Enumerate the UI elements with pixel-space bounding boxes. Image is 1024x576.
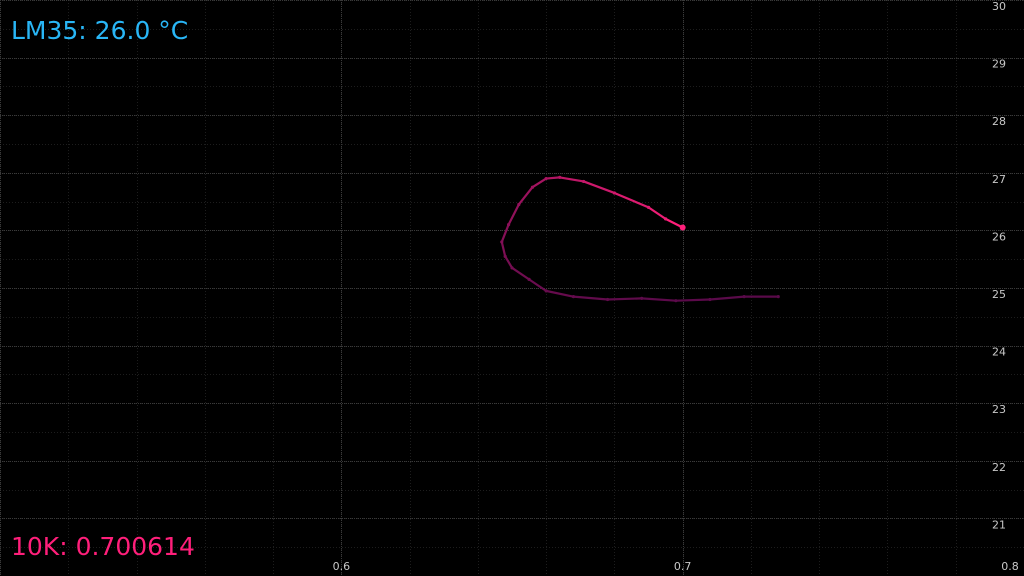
trace-point bbox=[674, 299, 678, 303]
trace-point bbox=[664, 217, 668, 221]
trace-point bbox=[544, 289, 548, 293]
trace-segment bbox=[500, 223, 510, 244]
trace-segment bbox=[558, 176, 585, 183]
trace-point bbox=[510, 266, 514, 270]
y-tick-label: 30 bbox=[992, 0, 1006, 13]
trace-segment bbox=[545, 176, 561, 180]
trace-segment bbox=[674, 298, 712, 302]
y-tick-label: 27 bbox=[992, 173, 1006, 186]
trace-point bbox=[646, 205, 651, 209]
trace-point bbox=[776, 295, 780, 299]
x-tick-label: 0.7 bbox=[674, 560, 692, 573]
trace-point bbox=[605, 297, 610, 302]
trace-segment bbox=[500, 240, 507, 258]
trace-segment bbox=[510, 266, 531, 281]
trace-segment bbox=[572, 295, 609, 301]
ntc-readout: 10K: 0.700614 bbox=[11, 532, 195, 561]
trace-segment bbox=[582, 180, 616, 195]
y-tick-label: 23 bbox=[992, 403, 1006, 416]
y-tick-label: 29 bbox=[992, 58, 1006, 71]
trace-segment bbox=[517, 186, 534, 206]
x-tick-label: 0.8 bbox=[1001, 560, 1019, 573]
trace-segment bbox=[527, 278, 548, 292]
trace-point bbox=[527, 277, 531, 281]
trace-segment bbox=[664, 217, 684, 229]
y-tick-label: 25 bbox=[992, 288, 1006, 301]
trace-point bbox=[582, 179, 586, 184]
y-tick-label: 24 bbox=[992, 346, 1006, 359]
trace-segment bbox=[507, 203, 520, 226]
trace-point bbox=[544, 176, 548, 181]
y-tick-label: 21 bbox=[992, 518, 1006, 531]
trace-point bbox=[679, 224, 686, 231]
trace bbox=[500, 175, 780, 303]
trace-point bbox=[506, 223, 511, 227]
trace-point bbox=[530, 185, 535, 189]
trace-point bbox=[612, 191, 617, 195]
trace-segment bbox=[647, 206, 667, 220]
y-tick-label: 28 bbox=[992, 115, 1006, 128]
trace-segment bbox=[606, 297, 643, 301]
trace-point bbox=[640, 296, 644, 300]
x-tick-label: 0.6 bbox=[333, 560, 351, 573]
trace-segment bbox=[531, 177, 548, 189]
trace-segment bbox=[613, 191, 650, 209]
trace-segment bbox=[708, 295, 746, 301]
axis-tick-labels: 0.6 0.7 0.8 21 22 23 24 25 26 27 28 29 30 bbox=[333, 0, 1019, 573]
trace-segment bbox=[504, 255, 514, 269]
trace-segment bbox=[640, 297, 677, 302]
y-tick-label: 26 bbox=[992, 230, 1006, 243]
trace-point bbox=[558, 175, 562, 180]
trace-point bbox=[503, 254, 507, 258]
trace-segment bbox=[545, 289, 575, 298]
trace-point bbox=[742, 295, 746, 299]
lm35-readout: LM35: 26.0 °C bbox=[11, 16, 189, 45]
y-tick-label: 22 bbox=[992, 461, 1006, 474]
trace-point bbox=[708, 297, 712, 302]
trace-point bbox=[571, 295, 576, 299]
trace-point bbox=[500, 240, 504, 244]
trace-point bbox=[517, 202, 521, 207]
